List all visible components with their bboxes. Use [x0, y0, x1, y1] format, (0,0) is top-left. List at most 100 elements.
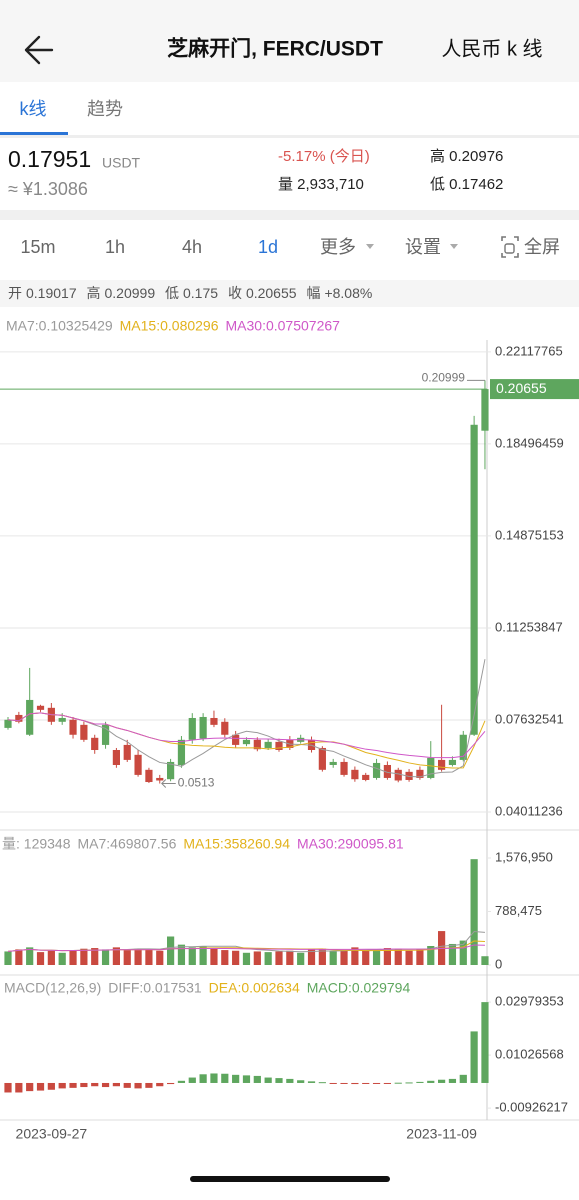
volume-bar: [362, 950, 370, 965]
candle-body: [448, 759, 457, 765]
candle-body: [351, 769, 359, 780]
candle-body: [275, 741, 283, 750]
macd-bar: [101, 1082, 110, 1088]
candle-body: [123, 744, 131, 760]
macd-bar: [177, 1080, 186, 1083]
ohlc-bar: [0, 280, 579, 307]
ma-line: [7, 712, 486, 759]
volume-bar: [448, 943, 457, 965]
ohlc-label: 开: [8, 285, 22, 301]
volume-bar: [329, 951, 337, 965]
macd-bar: [448, 1078, 457, 1083]
x-tick-label: 2023-11-09: [406, 1126, 477, 1142]
volume-bar: [307, 949, 316, 965]
high-24h: 高 0.20976: [430, 148, 503, 165]
interval[interactable]: 15m: [20, 237, 55, 257]
volume-bar: [416, 949, 424, 965]
y-tick-label: 0.22117765: [495, 343, 563, 358]
macd-bar: [253, 1075, 261, 1083]
back-button[interactable]: [24, 35, 54, 65]
min-marker: [161, 779, 176, 788]
macd-bar: [427, 1080, 435, 1083]
volume-bar: [340, 950, 348, 965]
macd-bar: [26, 1082, 34, 1092]
volume-bar: [145, 949, 153, 965]
candle-body: [4, 719, 12, 728]
volume-bar: [351, 947, 359, 965]
volume-bar: [15, 949, 23, 965]
volume-bar: [134, 948, 142, 965]
volume-bar: [470, 859, 478, 965]
macd-bar: [264, 1077, 272, 1083]
volume-bar: [459, 940, 467, 965]
candle-body: [221, 721, 229, 735]
x-tick-label: 2023-09-27: [16, 1126, 88, 1142]
candle-body: [156, 777, 164, 781]
fullscreen-icon[interactable]: [501, 236, 519, 258]
ohlc-label: 高: [87, 285, 101, 301]
fullscreen[interactable]: 全屏: [524, 237, 560, 257]
ohlc-text: 开 0.19017 高 0.20999 低 0.175 收 0.20655 幅 +8.08…: [8, 285, 372, 301]
y-tick-label: 0.02979353: [495, 994, 564, 1009]
macd-bar: [416, 1081, 424, 1083]
candle-body: [58, 717, 66, 722]
ma-line: [7, 944, 485, 952]
interval[interactable]: 4h: [182, 237, 202, 257]
volume-bar: [101, 949, 110, 965]
macd-bar: [481, 1002, 489, 1083]
candle-body: [167, 761, 175, 780]
volume-bar: [156, 950, 164, 965]
candle-body: [416, 769, 424, 778]
candle-body: [362, 774, 370, 780]
ohlc-label: 收: [228, 285, 242, 301]
volume-bar: [264, 952, 272, 965]
tab[interactable]: 趋势: [87, 99, 123, 119]
legend-entry: MA15:0.080296: [120, 318, 219, 334]
candle-body: [329, 761, 337, 765]
y-tick-label: 788,475: [495, 903, 542, 918]
volume-bar: [394, 948, 402, 965]
volume-bar: [275, 951, 283, 965]
macd-bar: [372, 1082, 381, 1084]
candle-body: [427, 757, 435, 778]
macd-bar: [383, 1082, 391, 1084]
change: -5.17% (今日): [278, 148, 370, 165]
macd-bar: [362, 1082, 370, 1084]
macd-bar: [91, 1082, 99, 1087]
macd-bar: [188, 1077, 196, 1083]
max-label: 0.20999: [422, 371, 466, 385]
volume-bar: [26, 947, 34, 965]
y-tick-label: -0.00926217: [495, 1100, 568, 1115]
settings-menu[interactable]: 设置: [405, 237, 441, 257]
currency-toggle[interactable]: 人民币 k 线: [441, 37, 542, 60]
y-tick-label: 0.14875153: [495, 527, 564, 542]
candle-body: [177, 739, 186, 765]
volume-bar: [221, 950, 229, 965]
y-tick-label: 0.07632541: [495, 711, 564, 726]
macd-bar: [145, 1082, 153, 1088]
more-menu[interactable]: 更多: [320, 237, 356, 257]
candle-body: [264, 741, 272, 748]
volume-bar: [58, 952, 66, 965]
macd-bar: [459, 1074, 467, 1083]
volume-bar: [372, 949, 381, 965]
macd-bar: [112, 1082, 120, 1087]
interval[interactable]: 1h: [105, 237, 125, 257]
volume-bar: [47, 950, 55, 965]
interval[interactable]: 1d: [258, 237, 278, 257]
candle-body: [26, 699, 34, 735]
volume-bar: [4, 951, 12, 965]
candle-body: [372, 762, 381, 778]
tab[interactable]: k线: [20, 99, 47, 119]
y-tick-label: 0: [495, 956, 502, 971]
candle-body: [15, 714, 23, 722]
candle-body: [199, 716, 207, 739]
volume-bar: [167, 936, 175, 965]
candle-body: [232, 734, 240, 745]
volume-bar: [112, 947, 120, 965]
candle-body: [145, 769, 153, 783]
volume-bar: [481, 956, 489, 965]
volume-24h: 量 2,933,710: [278, 176, 364, 193]
macd-bar: [80, 1082, 88, 1088]
